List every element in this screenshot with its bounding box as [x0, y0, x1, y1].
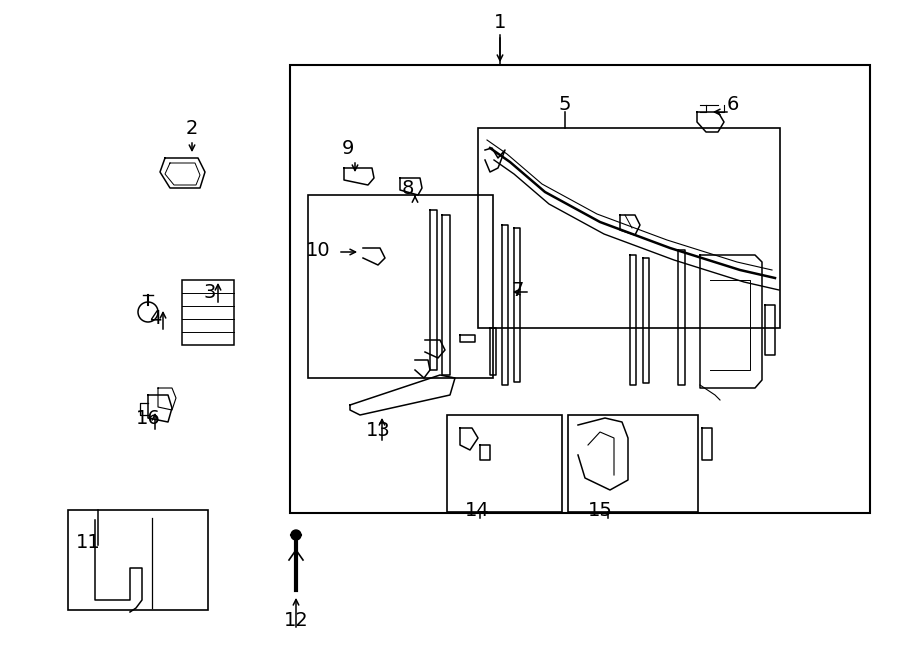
Text: 8: 8 [401, 178, 414, 198]
Bar [290, 65, 870, 513]
Text: 2: 2 [185, 118, 198, 137]
Text: 15: 15 [588, 500, 612, 520]
Text: 1: 1 [494, 13, 506, 32]
Bar [68, 510, 208, 610]
Bar [182, 280, 234, 345]
Circle shape [291, 530, 301, 540]
Text: 13: 13 [365, 420, 391, 440]
Bar [568, 415, 698, 512]
Bar [447, 415, 562, 512]
Text: 16: 16 [136, 408, 160, 428]
Bar [478, 128, 780, 328]
Text: 11: 11 [76, 533, 101, 551]
Text: 7: 7 [512, 280, 524, 299]
Text: 3: 3 [203, 282, 216, 301]
Text: 14: 14 [464, 500, 490, 520]
Text: 10: 10 [306, 241, 330, 260]
Text: 12: 12 [284, 611, 309, 629]
Text: 4: 4 [148, 309, 161, 327]
Text: 9: 9 [342, 139, 355, 157]
Text: 5: 5 [559, 95, 572, 114]
Text: 6: 6 [727, 95, 739, 114]
Bar [308, 195, 493, 378]
